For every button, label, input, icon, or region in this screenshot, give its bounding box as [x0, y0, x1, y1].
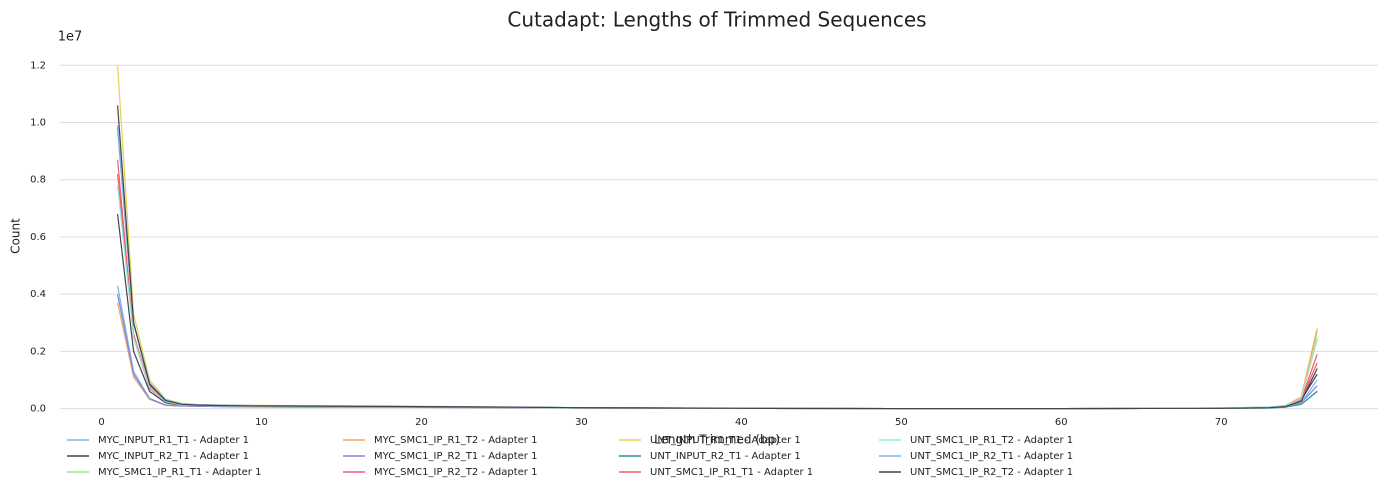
x-tick-label: 20 — [415, 417, 428, 428]
chart-title: Cutadapt: Lengths of Trimmed Sequences — [507, 8, 926, 32]
legend-label: MYC_SMC1_IP_R1_T2 - Adapter 1 — [374, 435, 537, 446]
x-tick-label: 40 — [735, 417, 748, 428]
x-tick-label: 70 — [1215, 417, 1228, 428]
y-tick-label: 1.2 — [30, 60, 46, 71]
line — [117, 285, 1318, 410]
legend-label: MYC_SMC1_IP_R2_T1 - Adapter 1 — [374, 451, 537, 462]
y-tick-label: 0.6 — [30, 232, 46, 243]
legend-label: UNT_SMC1_IP_R1_T1 - Adapter 1 — [650, 467, 813, 478]
legend-label: UNT_SMC1_IP_R2_T2 - Adapter 1 — [910, 467, 1073, 478]
y-tick-label: 0.4 — [30, 289, 46, 300]
line — [117, 105, 1318, 410]
x-tick-label: 60 — [1055, 417, 1068, 428]
line — [117, 128, 1318, 410]
y-tick-label: 0.0 — [30, 404, 46, 415]
line — [117, 159, 1318, 410]
legend-label: MYC_SMC1_IP_R1_T1 - Adapter 1 — [98, 467, 261, 478]
x-axis-label: Length Trimmed (bp) — [654, 433, 780, 447]
legend-label: MYC_INPUT_R1_T1 - Adapter 1 — [98, 435, 249, 446]
x-tick-label: 10 — [255, 417, 268, 428]
legend-label: UNT_SMC1_IP_R2_T1 - Adapter 1 — [910, 451, 1073, 462]
y-offset-label: 1e7 — [58, 30, 83, 45]
x-tick-label: 30 — [575, 417, 588, 428]
y-tick-label: 1.0 — [30, 118, 46, 129]
y-axis-label: Count — [9, 218, 23, 254]
line — [117, 125, 1318, 410]
y-tick-label: 0.8 — [30, 175, 46, 186]
x-tick-label: 0 — [98, 417, 104, 428]
legend-label: UNT_INPUT_R1_T1 - Adapter 1 — [650, 435, 801, 446]
y-tick-label: 0.2 — [30, 346, 46, 357]
legend-label: UNT_SMC1_IP_R1_T2 - Adapter 1 — [910, 435, 1073, 446]
line — [117, 302, 1318, 410]
line — [117, 185, 1318, 410]
line — [117, 214, 1318, 410]
legend-label: MYC_INPUT_R2_T1 - Adapter 1 — [98, 451, 249, 462]
legend-label: MYC_SMC1_IP_R2_T2 - Adapter 1 — [374, 467, 537, 478]
legend-label: UNT_INPUT_R2_T1 - Adapter 1 — [650, 451, 801, 462]
line — [117, 173, 1318, 410]
x-tick-label: 50 — [895, 417, 908, 428]
